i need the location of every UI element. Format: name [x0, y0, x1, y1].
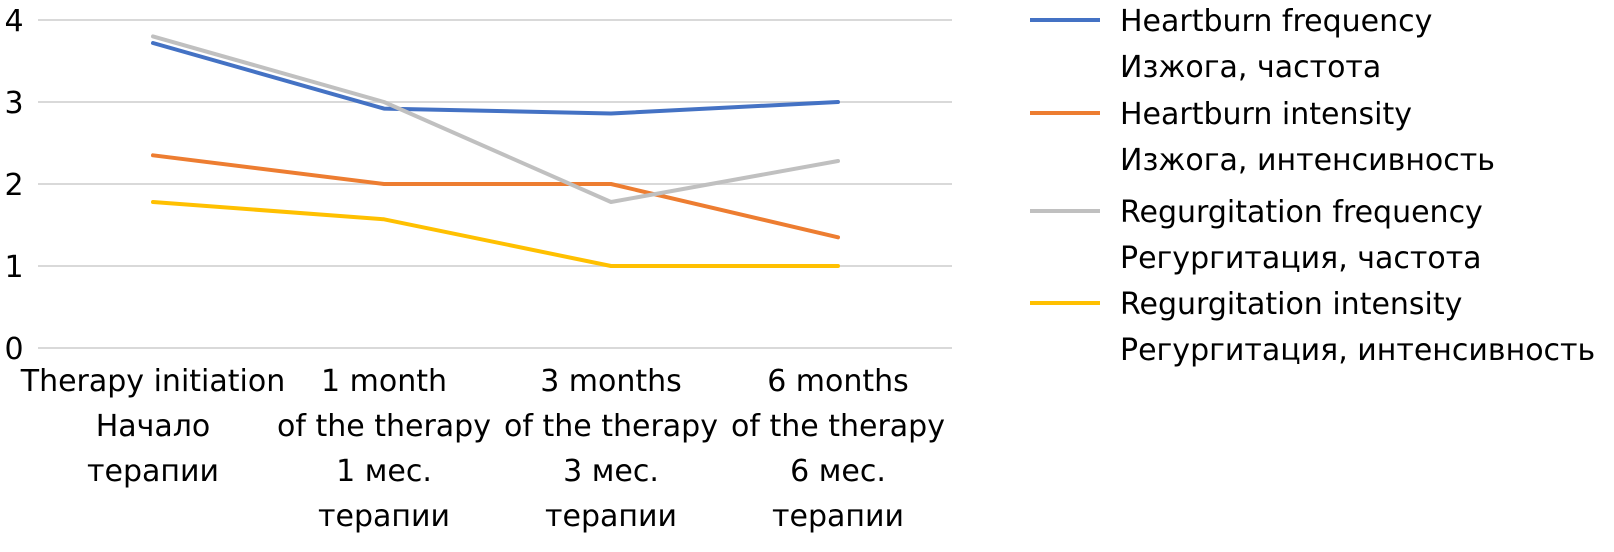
series-line-0: [151, 41, 840, 116]
legend-label-1: Heartburn intensity Изжога, интенсивность: [1120, 97, 1495, 178]
y-tick-label: 2: [4, 168, 23, 203]
y-axis-ticks: 0 1 2 3 4: [4, 4, 23, 367]
x-tick-label-line: of the therapy: [731, 409, 945, 444]
x-tick-label: 3 months of the therapy 3 мес. терапии: [504, 364, 718, 534]
x-tick-label-line: of the therapy: [504, 409, 718, 444]
legend-label-line: Регургитация, интенсивность: [1120, 333, 1595, 368]
legend: Heartburn frequency Изжога, частотаHeartb…: [1030, 4, 1595, 368]
x-tick-label-line: 3 months: [540, 364, 682, 399]
x-tick-label-line: терапии: [87, 454, 219, 489]
x-tick-label-line: Therapy initiation: [20, 364, 285, 399]
x-tick-label-line: 1 мес.: [336, 454, 432, 489]
series-line-3: [151, 200, 840, 268]
legend-label-line: Heartburn intensity: [1120, 97, 1412, 132]
x-tick-label: 1 month of the therapy 1 мес. терапии: [277, 364, 491, 534]
x-axis-labels: Therapy initiation Начало терапии 1 month of…: [20, 364, 945, 534]
x-tick-label: Therapy initiation Начало терапии: [20, 364, 285, 489]
legend-label-line: Heartburn frequency: [1120, 4, 1432, 39]
x-tick-label-line: of the therapy: [277, 409, 491, 444]
legend-label-line: Изжога, интенсивность: [1120, 143, 1495, 178]
series-line-2: [151, 34, 840, 204]
x-tick-label-line: Начало: [96, 409, 211, 444]
series-line-1: [151, 153, 840, 240]
y-tick-label: 3: [4, 86, 23, 121]
series-lines: [151, 34, 840, 268]
legend-label-0: Heartburn frequency Изжога, частота: [1120, 4, 1432, 85]
x-tick-label: 6 months of the therapy 6 мес. терапии: [731, 364, 945, 534]
legend-label-line: Regurgitation frequency: [1120, 195, 1483, 230]
x-tick-label-line: 6 months: [767, 364, 909, 399]
y-tick-label: 0: [4, 332, 23, 367]
legend-label-line: Регургитация, частота: [1120, 241, 1482, 276]
x-tick-label-line: 6 мес.: [790, 454, 886, 489]
legend-label-line: Изжога, частота: [1120, 50, 1381, 85]
y-tick-label: 4: [4, 4, 23, 39]
x-tick-label-line: 1 month: [321, 364, 447, 399]
x-tick-label-line: терапии: [318, 499, 450, 534]
x-tick-label-line: терапии: [545, 499, 677, 534]
legend-label-3: Regurgitation intensity Регургитация, инт…: [1120, 287, 1595, 368]
y-tick-label: 1: [4, 250, 23, 285]
x-tick-label-line: 3 мес.: [563, 454, 659, 489]
legend-label-2: Regurgitation frequency Регургитация, час…: [1120, 195, 1483, 276]
x-tick-label-line: терапии: [772, 499, 904, 534]
legend-label-line: Regurgitation intensity: [1120, 287, 1462, 322]
